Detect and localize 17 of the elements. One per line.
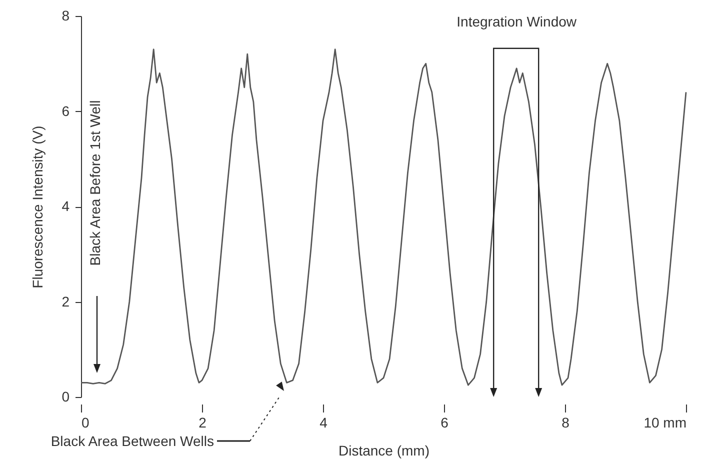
text: Black Area Between Wells — [50, 433, 214, 449]
y-tick-label: 0 — [62, 388, 70, 404]
y-tick-label: 2 — [62, 293, 70, 310]
x-tick-label: 2 — [198, 414, 207, 430]
x-tick-label: 0 — [82, 414, 90, 430]
line-series — [80, 48, 687, 386]
x-tick-label: 8 — [562, 414, 570, 430]
x-tick-label: 4 — [320, 414, 328, 430]
y-tick-label: 4 — [62, 198, 70, 214]
x-axis-title: Distance (mm) — [338, 442, 430, 458]
y-tick-label: 6 — [62, 102, 70, 119]
annotation: Black Area Before 1st Well — [87, 100, 103, 266]
x-tick-label: 6 — [440, 414, 449, 430]
annotation: Integration Window — [456, 13, 578, 30]
y-axis-title: Fluorescence Intensity (V) — [30, 126, 46, 288]
x-tick-label: 10 mm — [644, 414, 686, 430]
y-tick-label: 8 — [62, 8, 70, 24]
